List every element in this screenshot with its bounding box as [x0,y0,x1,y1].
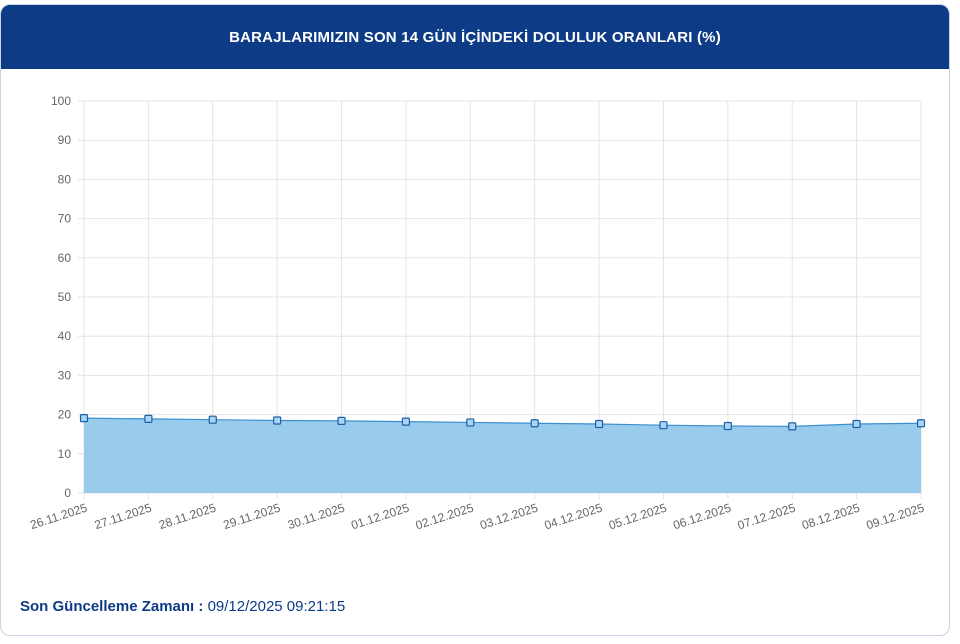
card-header: BARAJLARIMIZIN SON 14 GÜN İÇİNDEKİ DOLUL… [1,5,949,69]
y-tick-label: 0 [64,486,71,500]
x-tick-label: 28.11.2025 [157,500,218,532]
y-tick-label: 70 [58,212,72,226]
x-tick-label: 09.12.2025 [864,500,926,532]
x-tick-label: 01.12.2025 [349,500,411,532]
data-point [916,419,926,428]
y-axis: 0 10 20 30 40 50 60 70 80 90 100 [51,94,71,500]
y-tick-label: 90 [58,133,72,147]
y-tick-label: 20 [58,408,72,422]
data-point [273,416,282,425]
y-tick-label: 10 [58,447,72,461]
marker-layer [79,414,926,431]
data-point [466,418,475,427]
x-tick-label: 27.11.2025 [93,500,154,532]
last-update-label: Son Güncelleme Zamanı : [20,598,204,615]
x-tick-label: 29.11.2025 [221,500,282,532]
last-update-value: 09/12/2025 09:21:15 [207,598,346,615]
x-tick-label: 03.12.2025 [478,500,540,532]
chart-card: BARAJLARIMIZIN SON 14 GÜN İÇİNDEKİ DOLUL… [0,4,950,636]
x-tick-label: 05.12.2025 [607,500,669,532]
chart-title: BARAJLARIMIZIN SON 14 GÜN İÇİNDEKİ DOLUL… [229,28,721,46]
data-point [659,421,668,430]
x-tick-label: 04.12.2025 [543,500,605,532]
data-point [79,414,89,423]
data-point [530,419,539,428]
data-point [337,416,346,425]
series-area [84,418,921,493]
x-tick-label: 08.12.2025 [800,500,862,532]
y-tick-label: 30 [58,368,72,382]
x-tick-label: 26.11.2025 [28,500,89,532]
last-update: Son Güncelleme Zamanı : 09/12/2025 09:21… [20,598,345,615]
y-tick-label: 80 [58,172,72,186]
data-point [144,414,153,424]
series-line [83,417,922,427]
x-tick-label: 06.12.2025 [671,500,733,532]
data-point [208,415,217,424]
x-tick-label: 30.11.2025 [286,500,347,532]
x-tick-label: 07.12.2025 [736,500,798,532]
area-chart: 0 10 20 30 40 50 60 70 80 90 100 26.11.2025 27.11.2… [28,94,926,532]
y-tick-label: 50 [58,290,72,304]
y-tick-label: 40 [58,329,72,343]
y-tick-label: 100 [51,94,71,108]
x-tick-label: 02.12.2025 [414,500,476,532]
data-point [401,417,411,426]
data-point [723,421,732,431]
data-point [852,419,861,429]
area-layer [83,417,922,493]
data-point [788,422,797,431]
data-point [594,419,604,429]
x-axis: 26.11.2025 27.11.2025 28.11.2025 29.11.2025… [28,500,926,532]
y-tick-label: 60 [58,251,72,265]
